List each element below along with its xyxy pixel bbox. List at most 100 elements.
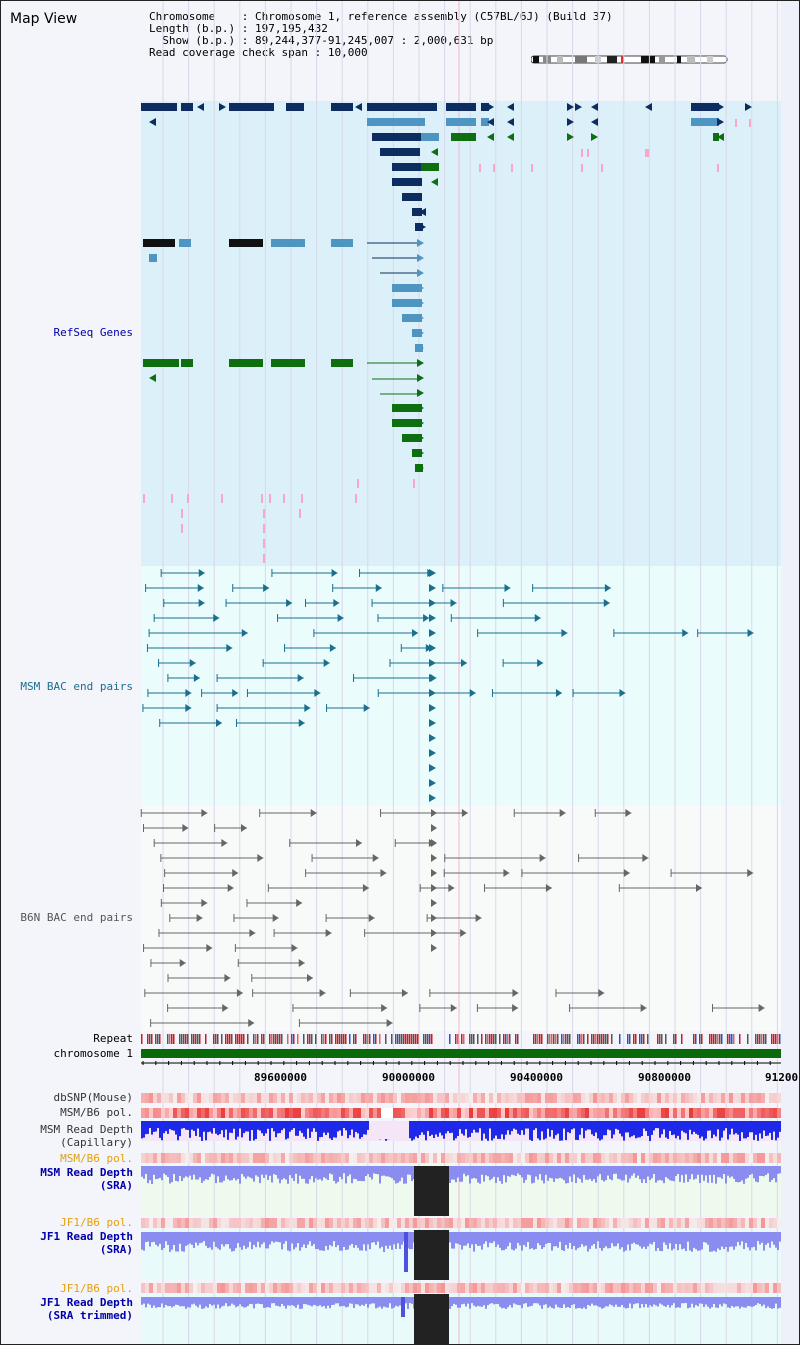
msm-pol-heat — [729, 1108, 733, 1118]
refseq-exon — [392, 163, 422, 171]
jf1-pol2-heat — [509, 1283, 513, 1293]
jf1-trim-depth — [571, 1297, 573, 1306]
dbsnp-heat — [721, 1093, 725, 1103]
jf1-trim-depth — [731, 1297, 733, 1306]
msm-sra-depth — [729, 1166, 731, 1178]
jf1-pol2-heat — [261, 1283, 265, 1293]
repeat-mark — [255, 1034, 257, 1044]
b6n-bac-arrow — [222, 1004, 229, 1012]
msm-cap-depth — [603, 1121, 605, 1136]
jf1-trim-depth — [655, 1297, 657, 1306]
msm-pol-heat — [581, 1108, 585, 1118]
repeat-mark — [643, 1034, 645, 1044]
msm-pol2-heat — [557, 1153, 561, 1163]
dbsnp-heat — [609, 1093, 613, 1103]
jf1-trim-depth — [587, 1297, 589, 1305]
repeat-mark — [315, 1034, 317, 1044]
repeat-mark — [695, 1034, 697, 1044]
jf1-pol-heat — [481, 1218, 485, 1228]
msm-pol-heat — [245, 1108, 249, 1118]
jf1-sra-depth — [479, 1232, 481, 1246]
jf1-sra-depth — [273, 1232, 275, 1243]
msm-pol-heat — [461, 1108, 465, 1118]
msm-sra-depth — [331, 1166, 333, 1175]
msm-sra-depth — [399, 1166, 401, 1182]
msm-bac-arrow — [429, 584, 436, 592]
dbsnp-heat — [497, 1093, 501, 1103]
refseq-exon — [713, 133, 719, 141]
jf1-trim-depth — [467, 1297, 469, 1304]
b6n-bac-arrow — [240, 824, 247, 832]
repeat-mark — [141, 1034, 143, 1044]
jf1-trim-depth — [451, 1297, 453, 1307]
msm-sra-depth — [707, 1166, 709, 1183]
jf1-pol2-heat — [569, 1283, 573, 1293]
snp-mark — [187, 494, 189, 503]
b6n-bac-arrow — [625, 809, 632, 817]
jf1-sra-depth — [465, 1232, 467, 1246]
msm-pol2-heat — [633, 1153, 637, 1163]
jf1-sra-depth — [219, 1232, 221, 1250]
repeat-mark — [457, 1034, 459, 1044]
jf1-pol-heat — [329, 1218, 333, 1228]
jf1-sra-depth — [345, 1232, 347, 1251]
jf1-trim-depth — [665, 1297, 667, 1307]
jf1-trim-depth — [311, 1297, 313, 1307]
jf1-sra-depth — [371, 1232, 373, 1243]
dbsnp-heat — [285, 1093, 289, 1103]
jf1-trim-depth — [379, 1297, 381, 1307]
msm-sra-depth — [661, 1166, 663, 1181]
jf1-trim-depth — [749, 1297, 751, 1307]
jf1-pol2-heat — [473, 1283, 477, 1293]
refseq-arrow — [417, 239, 424, 247]
jf1-sra-depth — [235, 1232, 237, 1249]
jf1-pol2-heat — [745, 1283, 749, 1293]
msm-cap-depth — [631, 1121, 633, 1137]
msm-pol2-heat — [317, 1153, 321, 1163]
jf1-pol2-heat — [181, 1283, 185, 1293]
msm-cap-depth — [183, 1121, 185, 1129]
msm-pol-heat — [773, 1108, 777, 1118]
msm-sra-depth — [737, 1166, 739, 1183]
jf1-sra-depth — [671, 1232, 673, 1251]
jf1-trim-depth — [143, 1297, 145, 1304]
msm-pol-heat — [669, 1108, 673, 1118]
jf1-depth-sra-line1: JF1 Read Depth — [40, 1230, 133, 1243]
chromosome-ideogram[interactable] — [531, 54, 731, 66]
msm-cap-depth — [191, 1121, 193, 1130]
jf1-trim-depth — [511, 1297, 513, 1308]
gap — [381, 1108, 393, 1118]
snp-mark — [581, 164, 583, 172]
dbsnp-heat — [265, 1093, 269, 1103]
depth-spike — [401, 1297, 405, 1317]
jf1-pol-heat — [229, 1218, 233, 1228]
jf1-trim-depth — [377, 1297, 379, 1308]
jf1-pol-heat — [169, 1218, 173, 1228]
jf1-pol2-heat — [225, 1283, 229, 1293]
jf1-pol-heat — [445, 1218, 449, 1228]
jf1-sra-depth — [639, 1232, 641, 1247]
msm-pol2-heat — [661, 1153, 665, 1163]
msm-sra-depth — [233, 1166, 235, 1179]
msm-cap-depth — [149, 1121, 151, 1129]
dbsnp-heat — [341, 1093, 345, 1103]
jf1-trim-depth — [591, 1297, 593, 1304]
jf1-trim-depth — [743, 1297, 745, 1308]
msm-sra-depth — [703, 1166, 705, 1181]
msm-cap-depth — [537, 1121, 539, 1139]
jf1-pol-heat — [289, 1218, 293, 1228]
msm-pol-heat — [701, 1108, 705, 1118]
msm-cap-depth — [729, 1121, 731, 1135]
msm-cap-depth — [637, 1121, 639, 1138]
dbsnp-heat — [161, 1093, 165, 1103]
repeat-mark — [509, 1034, 511, 1044]
msm-pol-heat — [597, 1108, 601, 1118]
msm-cap-depth — [551, 1121, 553, 1131]
repeat-mark — [431, 1034, 433, 1044]
jf1-trim-depth — [709, 1297, 711, 1309]
dbsnp-heat — [737, 1093, 741, 1103]
msm-cap-depth — [469, 1121, 471, 1137]
jf1-sra-depth — [377, 1232, 379, 1242]
dbsnp-heat — [597, 1093, 601, 1103]
